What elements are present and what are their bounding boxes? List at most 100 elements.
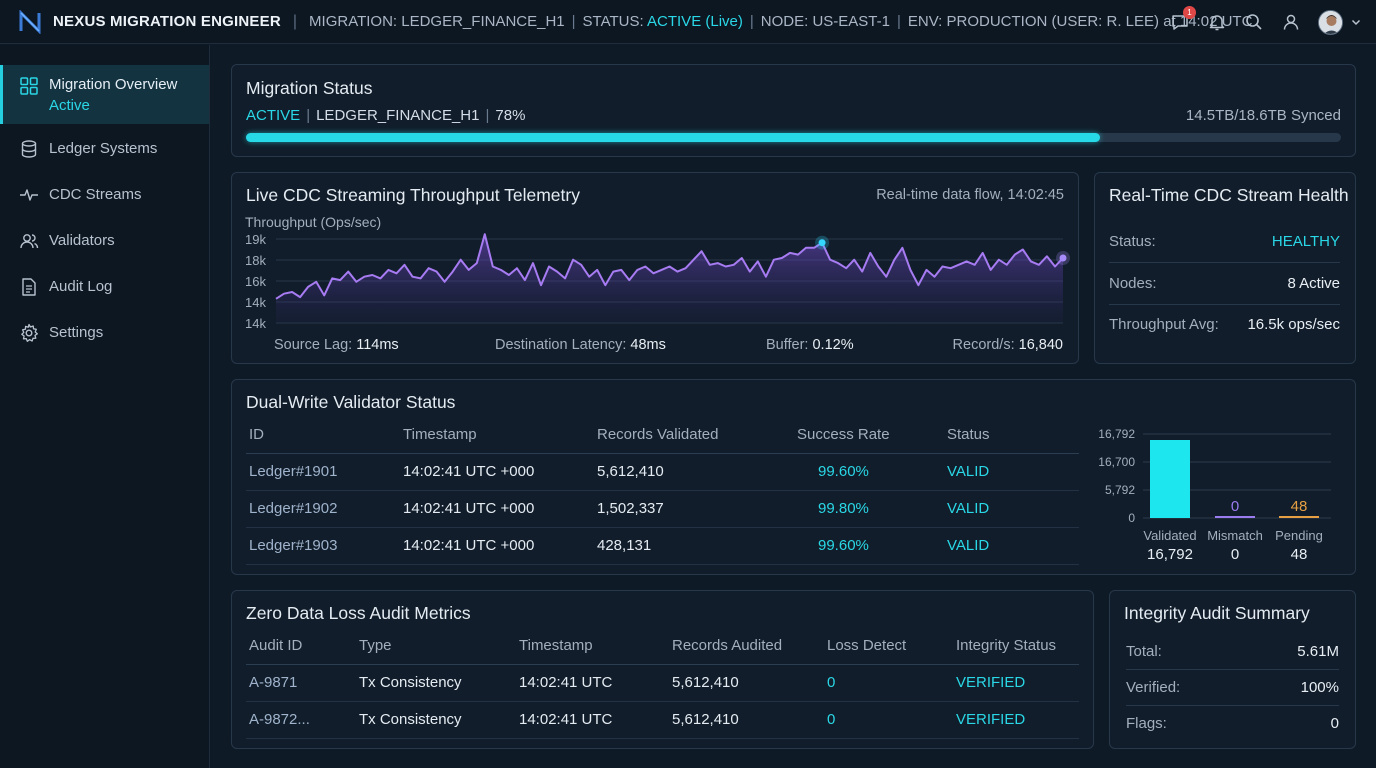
database-icon: [21, 140, 37, 158]
grid-icon: [20, 77, 38, 95]
sidebar-item-label: Migration Overview: [49, 76, 178, 93]
metric-records-per-sec: Record/s: 16,840: [952, 337, 1063, 353]
migration-label: MIGRATION: LEDGER_FINANCE_H1: [309, 13, 565, 30]
sidebar-item-label: Audit Log: [49, 278, 113, 295]
bar-count-label: 0: [1231, 546, 1239, 563]
records-validated: 5,612,410: [597, 453, 797, 491]
sidebar-item-validators[interactable]: Validators: [0, 229, 209, 253]
metric-destination-latency: Destination Latency: 48ms: [495, 337, 666, 353]
sidebar-item-ledger-systems[interactable]: Ledger Systems: [0, 137, 209, 161]
records-audited: 5,612,410: [672, 701, 827, 739]
y-tick-label: 5,792: [1105, 483, 1135, 497]
bar-validated[interactable]: [1150, 440, 1190, 518]
integrity-status-badge: VERIFIED: [956, 664, 1079, 702]
audit-id[interactable]: A-9872...: [246, 701, 359, 739]
user-icon[interactable]: [1281, 12, 1301, 32]
timestamp: 14:02:41 UTC: [519, 664, 672, 702]
integrity-status-badge: VERIFIED: [956, 701, 1079, 739]
table-row[interactable]: A-9871 Tx Consistency 14:02:41 UTC 5,612…: [246, 664, 1079, 702]
bar-mismatch[interactable]: [1215, 516, 1255, 518]
header-actions: 1: [1170, 0, 1362, 44]
metric-source-lag: Source Lag: 114ms: [274, 337, 399, 353]
timestamp: 14:02:41 UTC +000: [403, 527, 597, 565]
integrity-verified-row: Verified: 100%: [1126, 678, 1339, 696]
migration-percent: 78%: [495, 107, 526, 124]
records-validated: 428,131: [597, 527, 797, 565]
highlight-point[interactable]: [1059, 254, 1067, 262]
highlight-point[interactable]: [818, 239, 826, 247]
column-header: Status: [947, 417, 1079, 454]
divider: [1109, 304, 1340, 305]
chat-icon[interactable]: 1: [1170, 6, 1196, 32]
sidebar-item-settings[interactable]: Settings: [0, 321, 209, 345]
integrity-total-row: Total: 5.61M: [1126, 642, 1339, 660]
bar-pending[interactable]: [1279, 516, 1319, 518]
avatar[interactable]: [1318, 9, 1343, 35]
validator-id[interactable]: Ledger#1902: [246, 490, 403, 528]
y-tick-label: 19k: [245, 232, 266, 247]
context-bar: MIGRATION: LEDGER_FINANCE_H1 | STATUS: ACT…: [309, 13, 1253, 30]
sidebar-item-cdc-streams[interactable]: CDC Streams: [0, 183, 209, 207]
panel-title: Integrity Audit Summary: [1124, 603, 1310, 623]
search-icon[interactable]: [1244, 12, 1264, 32]
validation-bar-chart: 16,792 16,700 5,792 0 Validated 16,792 0 Mismat…: [1098, 427, 1331, 563]
health-status-row: Status: HEALTHY: [1109, 232, 1340, 250]
table-row[interactable]: A-9872... Tx Consistency 14:02:41 UTC 5,…: [246, 701, 1079, 739]
y-tick-label: 16,792: [1098, 427, 1135, 441]
bar-category-label: Validated: [1143, 528, 1196, 543]
logo-icon: [18, 9, 42, 34]
loss-detect: 0: [827, 701, 956, 739]
divider: [1109, 262, 1340, 263]
migration-summary: ACTIVE | LEDGER_FINANCE_H1 | 78%: [246, 107, 526, 124]
metric-buffer: Buffer: 0.12%: [766, 337, 854, 353]
column-header: Records Validated: [597, 417, 797, 454]
throughput-area: [276, 234, 1063, 323]
y-tick-label: 14k: [245, 316, 266, 331]
stream-health-panel: Real-Time CDC Stream Health Status: HEALT…: [1094, 172, 1356, 364]
migration-name: LEDGER_FINANCE_H1: [316, 107, 480, 124]
loss-detect: 0: [827, 664, 956, 702]
bar-category-label: Pending: [1275, 528, 1323, 543]
bar-category-label: Mismatch: [1207, 528, 1263, 543]
bell-icon[interactable]: [1207, 12, 1227, 32]
app-name: NEXUS MIGRATION ENGINEER: [53, 13, 281, 30]
table-row[interactable]: Ledger#1903 14:02:41 UTC +000 428,131 99…: [246, 527, 1079, 565]
column-header: ID: [246, 417, 403, 454]
integrity-summary-panel: Integrity Audit Summary Total: 5.61M Veri…: [1109, 590, 1356, 749]
panel-title: Dual-Write Validator Status: [246, 392, 456, 412]
integrity-flags-row: Flags: 0: [1126, 714, 1339, 732]
chart-timestamp: Real-time data flow, 14:02:45: [876, 187, 1064, 203]
timestamp: 14:02:41 UTC +000: [403, 453, 597, 491]
y-tick-label: 14k: [245, 295, 266, 310]
audit-id[interactable]: A-9871: [246, 664, 359, 702]
records-validated: 1,502,337: [597, 490, 797, 528]
status-badge: VALID: [947, 490, 1079, 528]
migration-status-panel: Migration Status ACTIVE | LEDGER_FINANCE_H…: [231, 64, 1356, 157]
audit-type: Tx Consistency: [359, 701, 519, 739]
y-tick-label: 18k: [245, 253, 266, 268]
sidebar-item-label: Ledger Systems: [49, 140, 158, 157]
throughput-line: [275, 233, 1064, 300]
sidebar-item-migration-overview[interactable]: Migration Overview Active: [0, 65, 209, 124]
audit-type: Tx Consistency: [359, 664, 519, 702]
table-row[interactable]: Ledger#1901 14:02:41 UTC +000 5,612,410 …: [246, 453, 1079, 491]
sidebar-item-audit-log[interactable]: Audit Log: [0, 275, 209, 299]
y-tick-label: 0: [1128, 511, 1135, 525]
table-row[interactable]: Ledger#1902 14:02:41 UTC +000 1,502,337 …: [246, 490, 1079, 528]
records-audited: 5,612,410: [672, 664, 827, 702]
bar-value-label: 0: [1231, 498, 1239, 515]
success-rate: 99.60%: [797, 453, 947, 491]
chevron-down-icon[interactable]: [1350, 16, 1362, 28]
y-axis-label: Throughput (Ops/sec): [245, 214, 382, 230]
users-icon: [20, 234, 39, 249]
validator-id[interactable]: Ledger#1901: [246, 453, 403, 491]
bar-count-label: 16,792: [1147, 546, 1193, 563]
validator-panel: Dual-Write Validator Status ID Timestamp…: [231, 379, 1356, 575]
table-header-row: Audit ID Type Timestamp Records Audited …: [246, 628, 1079, 665]
document-icon: [22, 278, 36, 296]
column-header: Timestamp: [519, 628, 672, 665]
divider: [1126, 705, 1339, 706]
divider: [1126, 669, 1339, 670]
column-header: Success Rate: [797, 417, 947, 454]
validator-id[interactable]: Ledger#1903: [246, 527, 403, 565]
